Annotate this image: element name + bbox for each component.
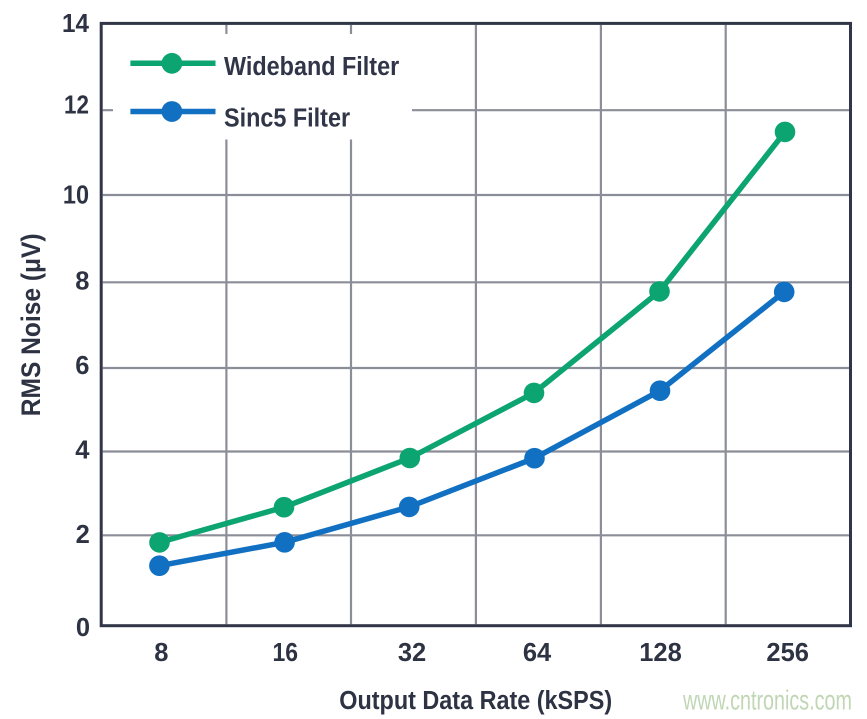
svg-text:10: 10 [63, 182, 89, 210]
svg-text:Output Data Rate (kSPS): Output Data Rate (kSPS) [339, 687, 612, 715]
svg-text:32: 32 [398, 639, 426, 667]
svg-text:128: 128 [639, 639, 682, 667]
svg-text:Wideband Filter: Wideband Filter [224, 53, 400, 81]
svg-text:16: 16 [273, 639, 299, 667]
svg-text:14: 14 [62, 10, 89, 39]
svg-text:RMS Noise (μV): RMS Noise (μV) [17, 233, 46, 416]
svg-text:www.cntronics.com: www.cntronics.com [682, 685, 852, 716]
svg-text:256: 256 [766, 639, 809, 667]
svg-text:2: 2 [76, 521, 90, 549]
svg-text:Sinc5 Filter: Sinc5 Filter [224, 104, 350, 132]
svg-text:8: 8 [154, 639, 168, 667]
svg-text:12: 12 [64, 91, 89, 120]
svg-text:8: 8 [75, 268, 89, 296]
svg-text:64: 64 [523, 639, 552, 667]
svg-text:4: 4 [75, 437, 90, 465]
svg-text:0: 0 [76, 614, 90, 642]
svg-text:6: 6 [75, 352, 89, 380]
